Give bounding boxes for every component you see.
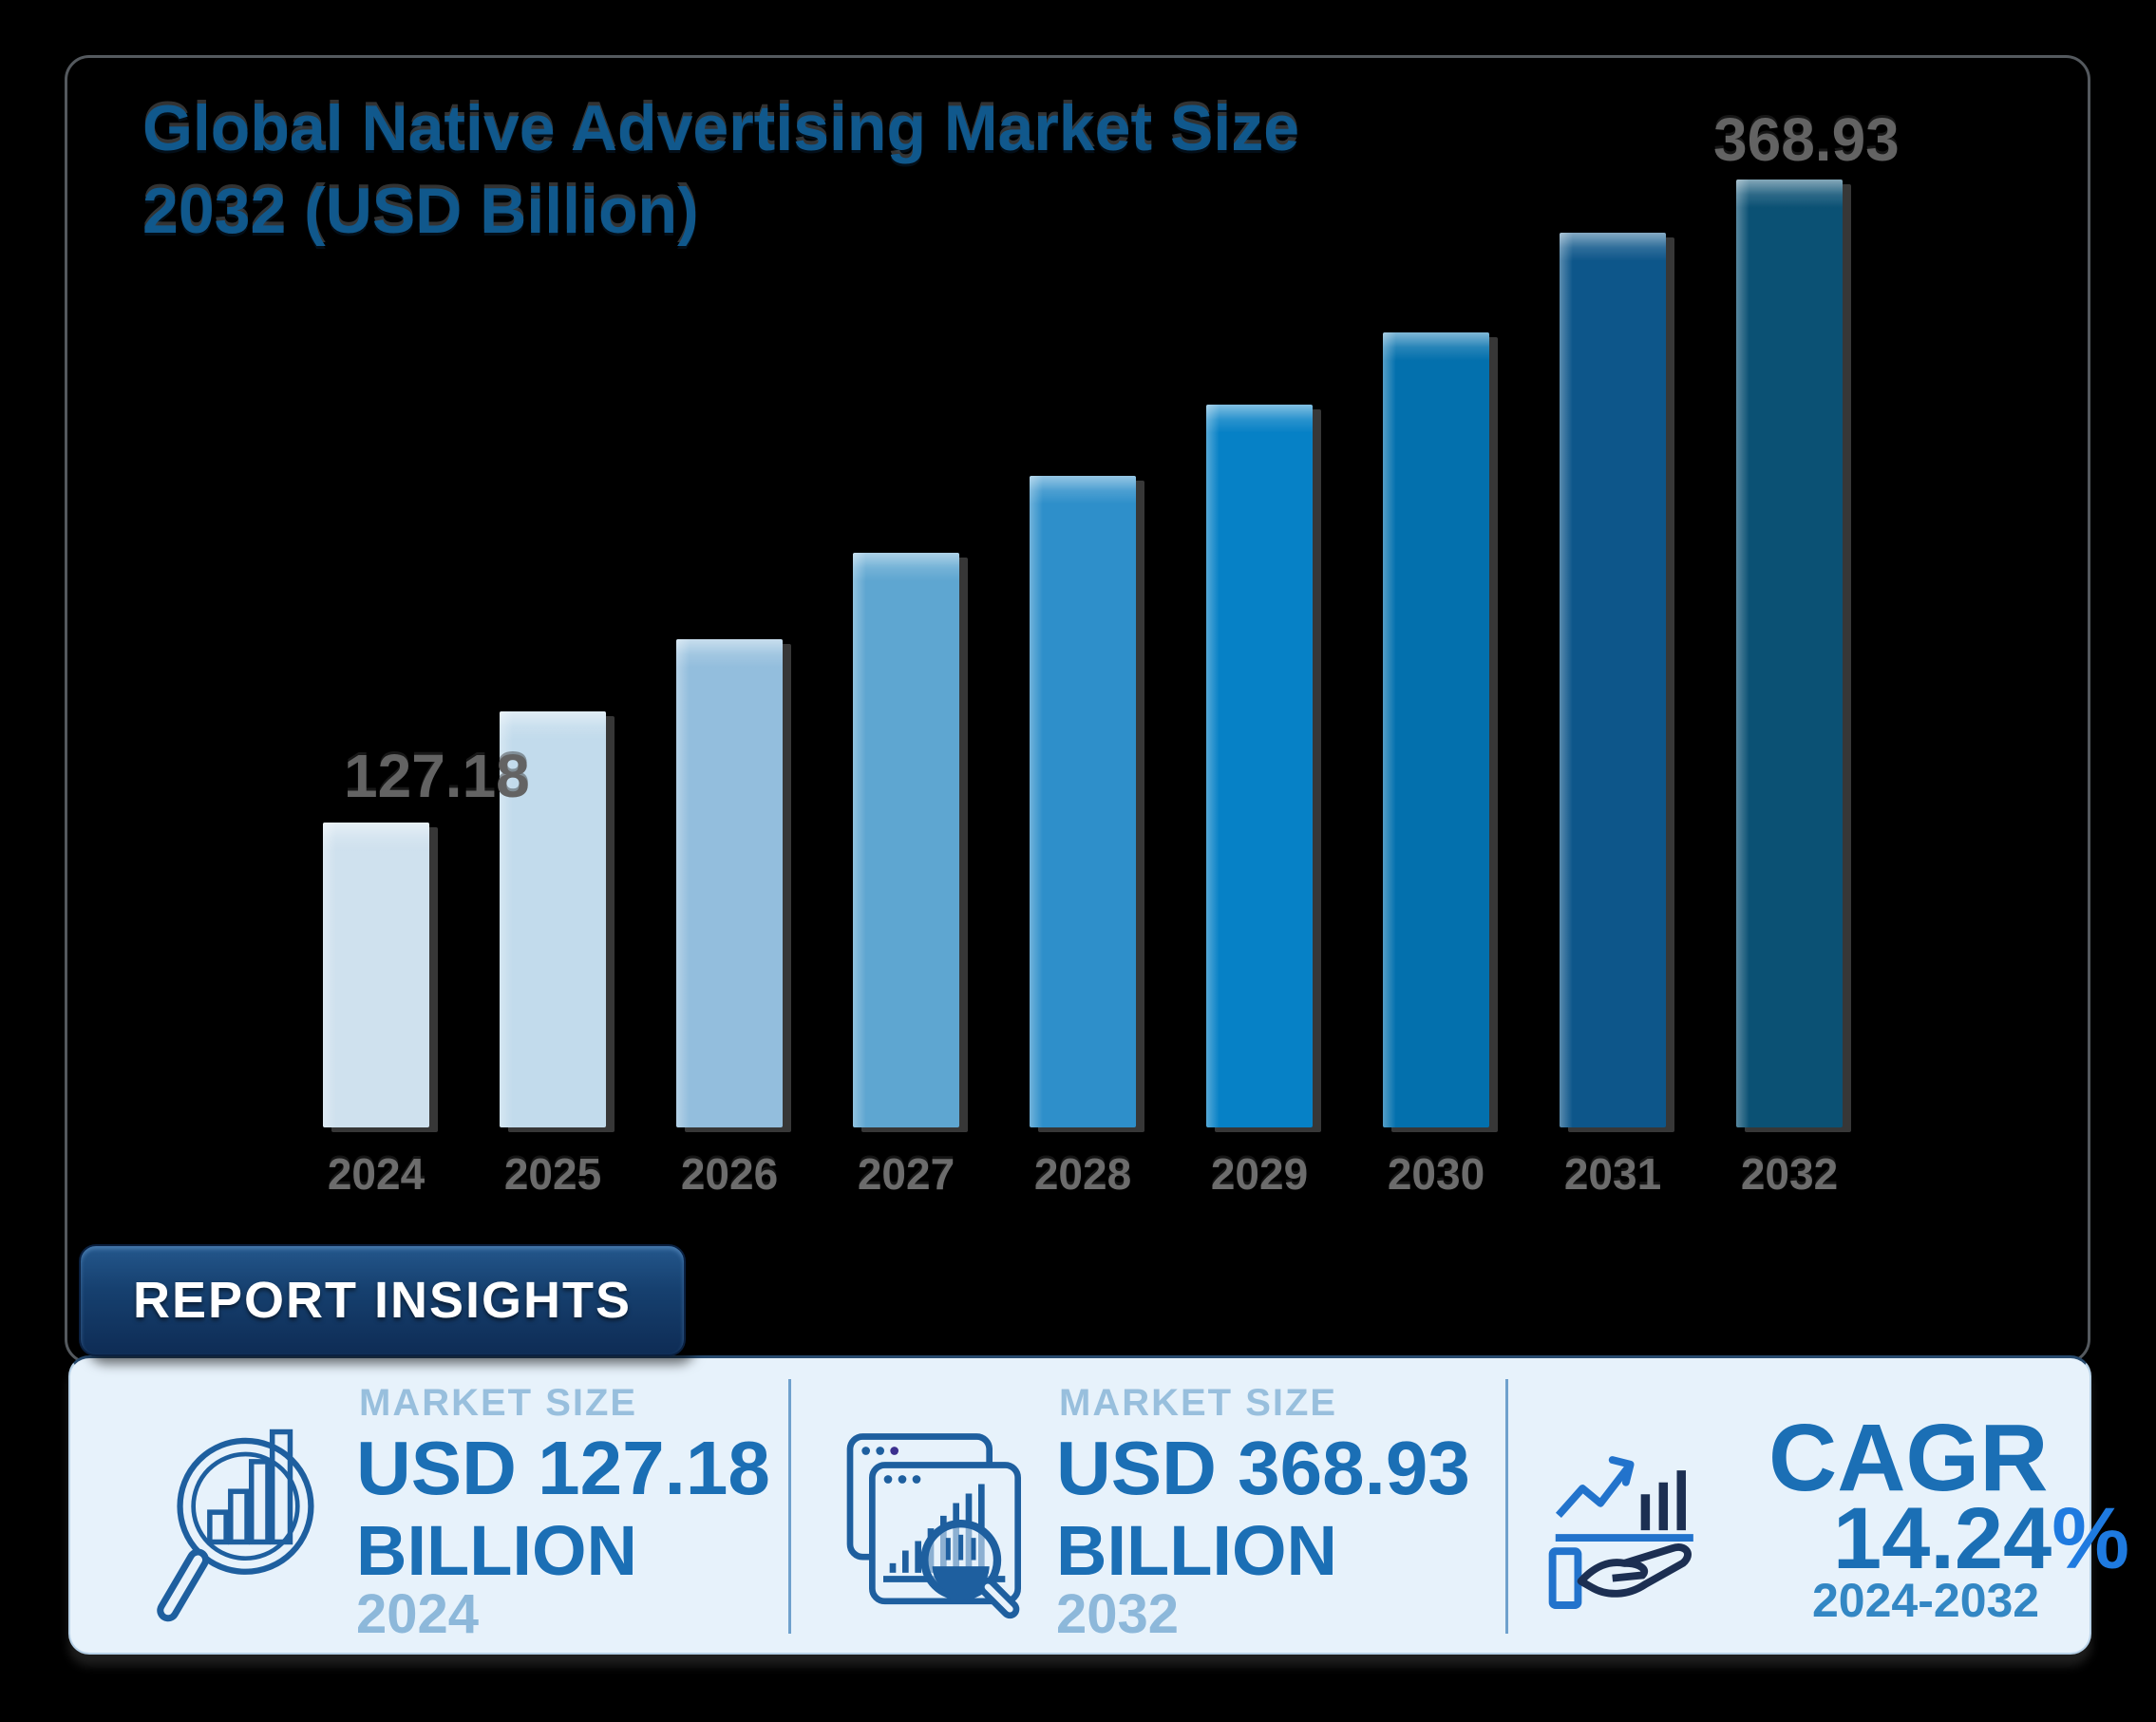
value-label-2024: 127.18 bbox=[344, 742, 530, 810]
x-axis-label-2028: 2028 bbox=[1033, 1149, 1132, 1199]
bar-column-2026: 2026 bbox=[676, 639, 783, 1200]
bar-2028 bbox=[1030, 476, 1136, 1127]
section1-unit: BILLION bbox=[356, 1511, 637, 1590]
x-axis-label-2032: 2032 bbox=[1740, 1149, 1839, 1199]
bar-2032 bbox=[1736, 180, 1843, 1127]
section1-value: USD 127.18 bbox=[356, 1426, 770, 1510]
bar-2030 bbox=[1383, 332, 1489, 1127]
report-insights-banner-label: REPORT INSIGHTS bbox=[132, 1272, 633, 1329]
report-insights-panel bbox=[68, 1355, 2091, 1655]
section3-period: 2024-2032 bbox=[1812, 1574, 2040, 1627]
x-axis-label-2031: 2031 bbox=[1563, 1149, 1662, 1199]
report-insights-banner: REPORT INSIGHTS bbox=[79, 1244, 686, 1356]
bar-2026 bbox=[676, 639, 783, 1127]
magnifier-bar-chart-icon bbox=[152, 1420, 318, 1648]
x-axis-label-2030: 2030 bbox=[1387, 1149, 1485, 1199]
section3-value: 14.24% bbox=[1833, 1489, 2129, 1589]
bar-column-2028: 2028 bbox=[1030, 476, 1136, 1200]
bar-column-2029: 2029 bbox=[1206, 405, 1313, 1200]
bar-column-2032: 2032 bbox=[1736, 180, 1843, 1200]
value-label-2032: 368.93 bbox=[1713, 105, 1900, 174]
panel-divider-1 bbox=[788, 1379, 791, 1634]
bar-2024 bbox=[323, 823, 429, 1127]
x-axis-label-2029: 2029 bbox=[1210, 1149, 1309, 1199]
panel-divider-2 bbox=[1505, 1379, 1508, 1634]
bar-column-2030: 2030 bbox=[1383, 332, 1489, 1200]
section2-label: MARKET SIZE bbox=[1059, 1382, 1338, 1424]
section2-period: 2032 bbox=[1056, 1583, 1180, 1645]
bar-column-2031: 2031 bbox=[1560, 233, 1666, 1200]
chart-title-line2: 2032 (USD Billion) bbox=[142, 175, 699, 248]
bar-2029 bbox=[1206, 405, 1313, 1127]
chart-title-line1: Global Native Advertising Market Size bbox=[142, 92, 1300, 164]
section1-period: 2024 bbox=[356, 1583, 480, 1645]
bar-2031 bbox=[1560, 233, 1666, 1127]
percent-sign: % bbox=[2052, 1490, 2130, 1587]
x-axis-label-2026: 2026 bbox=[680, 1149, 779, 1199]
growth-hand-icon bbox=[1541, 1423, 1735, 1637]
cagr-number: 14.24 bbox=[1833, 1490, 2052, 1587]
x-axis-label-2025: 2025 bbox=[503, 1149, 602, 1199]
bar-column-2027: 2027 bbox=[853, 553, 959, 1200]
bar-2027 bbox=[853, 553, 959, 1127]
bar-chart: 2024 2025 2026 2027 2028 2029 2030 2031 2032 bbox=[323, 174, 1843, 1200]
section2-unit: BILLION bbox=[1056, 1511, 1337, 1590]
section3-label: CAGR bbox=[1768, 1405, 2049, 1511]
bar-2025 bbox=[500, 711, 606, 1127]
bar-column-2025: 2025 bbox=[500, 711, 606, 1200]
chart-title: Global Native Advertising Market Size 20… bbox=[142, 87, 1567, 253]
browser-analytics-icon bbox=[841, 1420, 1031, 1629]
x-axis-label-2024: 2024 bbox=[327, 1149, 426, 1199]
bar-column-2024: 2024 bbox=[323, 823, 429, 1200]
section2-value: USD 368.93 bbox=[1056, 1426, 1470, 1510]
section1-label: MARKET SIZE bbox=[359, 1382, 638, 1424]
x-axis-label-2027: 2027 bbox=[857, 1149, 955, 1199]
